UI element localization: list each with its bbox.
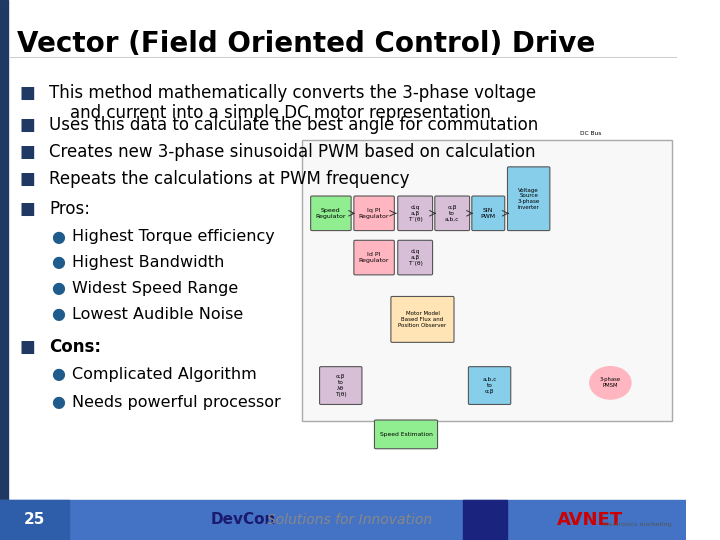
Text: ●: ● bbox=[51, 395, 66, 410]
FancyBboxPatch shape bbox=[391, 296, 454, 342]
Text: DevCon: DevCon bbox=[211, 512, 276, 527]
Text: ●: ● bbox=[51, 281, 66, 296]
FancyBboxPatch shape bbox=[354, 196, 395, 231]
Circle shape bbox=[590, 367, 631, 399]
Text: ●: ● bbox=[51, 230, 66, 245]
Text: ■: ■ bbox=[19, 84, 35, 102]
Text: ●: ● bbox=[51, 307, 66, 322]
Text: ■: ■ bbox=[19, 116, 35, 134]
Text: Repeats the calculations at PWM frequency: Repeats the calculations at PWM frequenc… bbox=[50, 170, 410, 188]
Text: Vector (Field Oriented Control) Drive: Vector (Field Oriented Control) Drive bbox=[17, 30, 595, 58]
FancyBboxPatch shape bbox=[469, 367, 510, 404]
Text: d,q
a,β
T⁻(θ): d,q a,β T⁻(θ) bbox=[408, 249, 423, 266]
Text: Id PI
Regulator: Id PI Regulator bbox=[359, 252, 390, 263]
Text: 25: 25 bbox=[24, 512, 45, 527]
FancyBboxPatch shape bbox=[472, 196, 505, 231]
Text: Creates new 3-phase sinusoidal PWM based on calculation: Creates new 3-phase sinusoidal PWM based… bbox=[50, 143, 536, 161]
FancyBboxPatch shape bbox=[374, 420, 438, 449]
Text: ●: ● bbox=[51, 367, 66, 382]
Text: Iq PI
Regulator: Iq PI Regulator bbox=[359, 208, 390, 219]
Text: α,β
to
a,b,c: α,β to a,b,c bbox=[445, 205, 459, 221]
Text: α,β
to
λθ
T(θ): α,β to λθ T(θ) bbox=[335, 374, 346, 397]
Text: ■: ■ bbox=[19, 143, 35, 161]
FancyBboxPatch shape bbox=[397, 196, 433, 231]
Bar bbox=[0, 500, 68, 540]
Text: Speed
Regulator: Speed Regulator bbox=[315, 208, 346, 219]
Text: Widest Speed Range: Widest Speed Range bbox=[72, 281, 238, 296]
Text: Cons:: Cons: bbox=[50, 338, 102, 355]
Text: This method mathematically converts the 3-phase voltage
    and current into a s: This method mathematically converts the … bbox=[50, 84, 536, 123]
Text: 3-phase
PMSM: 3-phase PMSM bbox=[600, 377, 621, 388]
Text: Speed Estimation: Speed Estimation bbox=[379, 432, 433, 437]
Text: Highest Torque efficiency: Highest Torque efficiency bbox=[72, 230, 275, 245]
Text: Pros:: Pros: bbox=[50, 200, 91, 218]
Text: electronics marketing: electronics marketing bbox=[603, 522, 672, 526]
Bar bbox=[302, 140, 672, 421]
Bar bbox=[0, 0, 8, 500]
Text: Voltage
Source
3-phase
Inverter: Voltage Source 3-phase Inverter bbox=[518, 187, 540, 210]
Text: ■: ■ bbox=[19, 338, 35, 355]
FancyBboxPatch shape bbox=[354, 240, 395, 275]
Text: Lowest Audible Noise: Lowest Audible Noise bbox=[72, 307, 243, 322]
Text: Solutions for Innovation: Solutions for Innovation bbox=[267, 513, 432, 526]
Text: ●: ● bbox=[51, 255, 66, 271]
Bar bbox=[463, 500, 508, 540]
Bar bbox=[0, 500, 685, 540]
Text: ■: ■ bbox=[19, 200, 35, 218]
Text: Highest Bandwidth: Highest Bandwidth bbox=[72, 255, 225, 271]
FancyBboxPatch shape bbox=[397, 240, 433, 275]
FancyBboxPatch shape bbox=[508, 167, 550, 231]
Text: a,b,c
to
α,β: a,b,c to α,β bbox=[482, 377, 497, 394]
Text: Complicated Algorithm: Complicated Algorithm bbox=[72, 367, 257, 382]
Text: Uses this data to calculate the best angle for commutation: Uses this data to calculate the best ang… bbox=[50, 116, 539, 134]
FancyBboxPatch shape bbox=[435, 196, 469, 231]
Text: Needs powerful processor: Needs powerful processor bbox=[72, 395, 281, 410]
Text: SIN
PWM: SIN PWM bbox=[481, 208, 496, 219]
Text: DC Bus: DC Bus bbox=[580, 131, 601, 136]
Text: Motor Model
Based Flux and
Position Observer: Motor Model Based Flux and Position Obse… bbox=[398, 311, 446, 328]
Text: AVNET: AVNET bbox=[557, 511, 623, 529]
Text: d,q
a,β
T⁻(θ): d,q a,β T⁻(θ) bbox=[408, 205, 423, 221]
FancyBboxPatch shape bbox=[320, 367, 362, 404]
FancyBboxPatch shape bbox=[310, 196, 351, 231]
Text: ■: ■ bbox=[19, 170, 35, 188]
